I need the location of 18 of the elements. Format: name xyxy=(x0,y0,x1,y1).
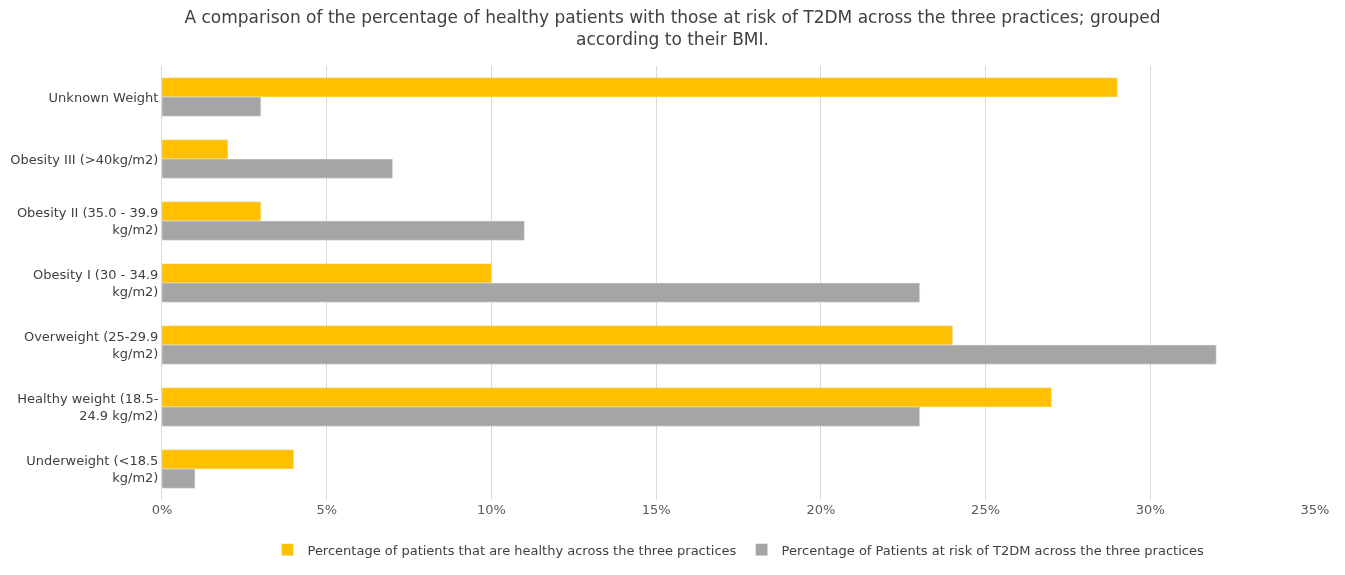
x-tick-label: 30% xyxy=(1135,502,1165,517)
y-tick-label: Unknown Weight xyxy=(48,89,159,105)
y-tick-label: Obesity II (35.0 - 39.9 kg/m2) xyxy=(16,205,159,237)
x-tick-label: 0% xyxy=(151,502,173,517)
x-tick-label: 35% xyxy=(1300,502,1330,517)
y-tick-label: Healthy weight (18.5-24.9 kg/m2) xyxy=(17,391,159,423)
y-tick-label: Obesity I (30 - 34.9 kg/m2) xyxy=(33,267,159,299)
x-tick-label: 15% xyxy=(641,502,671,517)
y-tick-label: Overweight (25-29.9 kg/m2) xyxy=(23,329,159,361)
y-tick-label: Underweight (<18.5 kg/m2) xyxy=(26,453,159,485)
x-tick-label: 10% xyxy=(476,502,506,517)
y-tick-label: Obesity III (>40kg/m2) xyxy=(10,151,159,167)
x-tick-label: 25% xyxy=(971,502,1001,517)
x-tick-label: 20% xyxy=(806,502,836,517)
legend-label: Percentage of patients that are healthy across the three practices xyxy=(307,542,737,558)
chart-title: A comparison of the percentage of healthy patients with those at risk of T2DM across the three practices; grouped according to their BMI. xyxy=(184,7,1161,50)
legend-label: Percentage of Patients at risk of T2DM across the three practices xyxy=(781,542,1204,558)
x-tick-label: 5% xyxy=(316,502,338,517)
